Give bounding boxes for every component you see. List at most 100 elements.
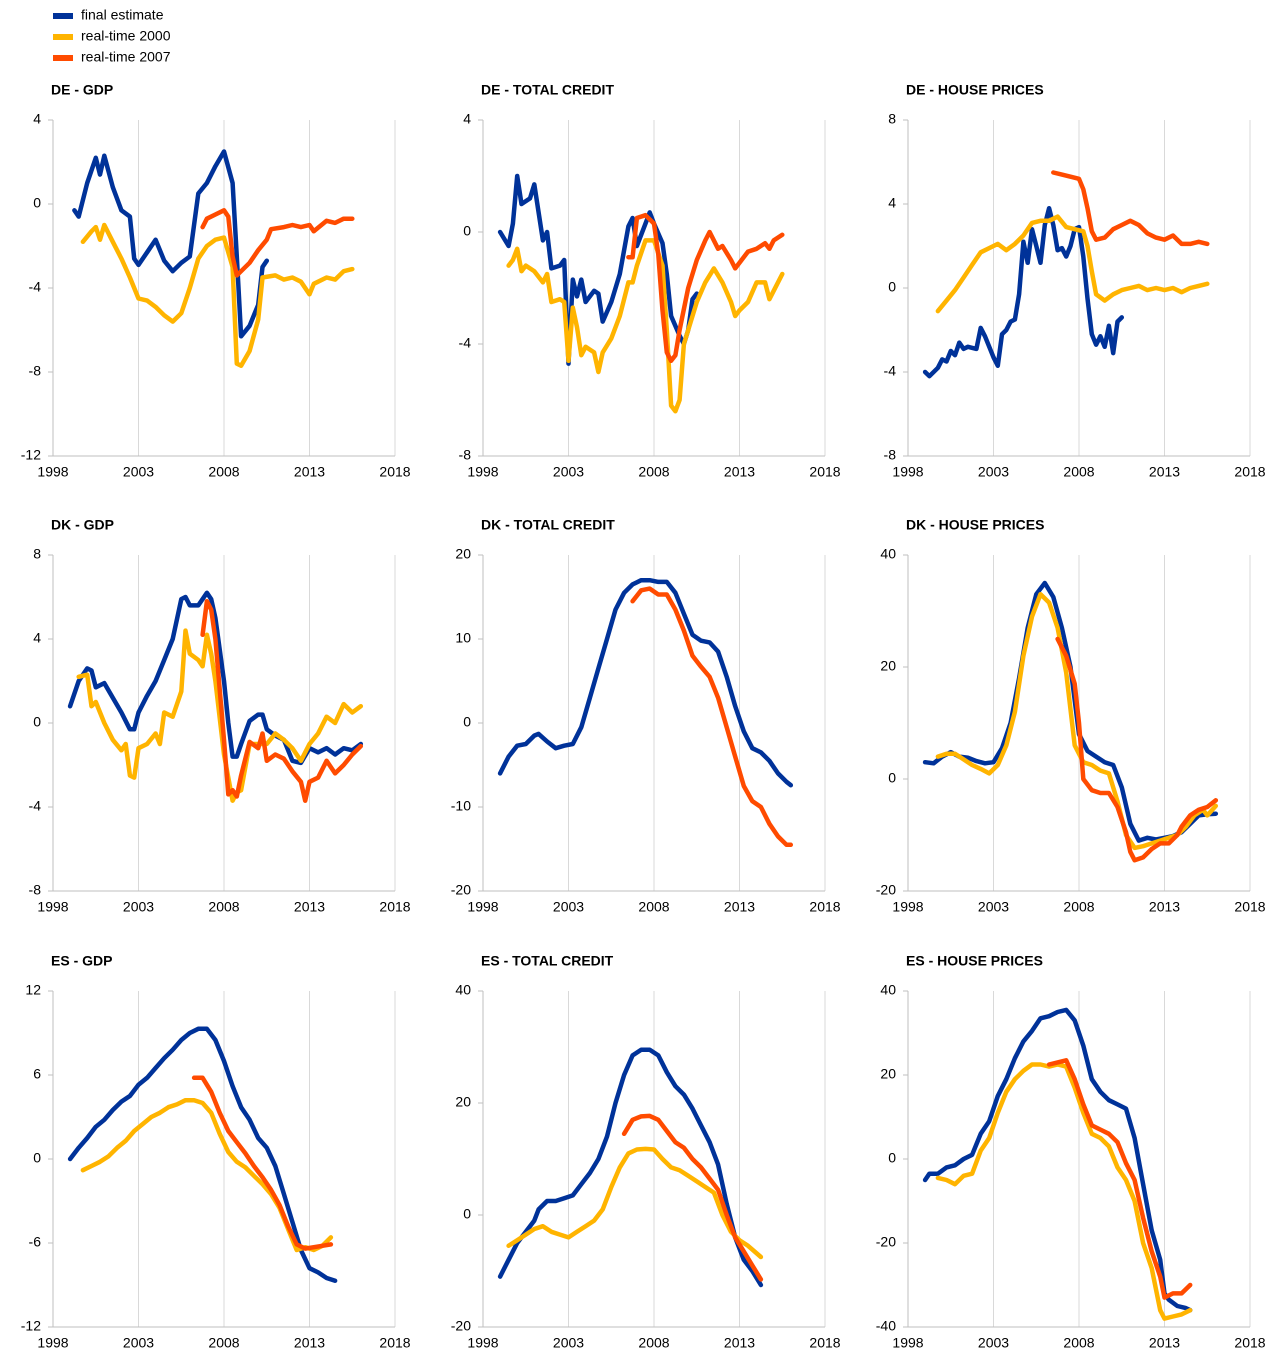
y-tick-label: -40 [876, 1318, 896, 1334]
x-tick-label: 1998 [892, 899, 923, 915]
series-line [626, 212, 785, 364]
chart-title: ES - HOUSE PRICES [906, 953, 1043, 969]
x-tick-label: 2003 [978, 1335, 1009, 1351]
series-line [621, 1113, 764, 1282]
y-tick-label: 0 [33, 714, 41, 730]
series-line [80, 222, 355, 368]
x-tick-label: 1998 [892, 1335, 923, 1351]
legend-label: real-time 2000 [81, 28, 171, 44]
y-tick-label: 10 [455, 630, 471, 646]
y-tick-label: 0 [33, 195, 41, 211]
legend-swatch [53, 34, 73, 40]
x-tick-label: 2013 [1149, 464, 1180, 480]
y-tick-label: -20 [876, 882, 896, 898]
x-tick-label: 2003 [123, 464, 154, 480]
x-tick-label: 2008 [638, 1335, 669, 1351]
x-tick-label: 2013 [294, 1335, 325, 1351]
y-tick-label: 0 [463, 1206, 471, 1222]
y-tick-label: 40 [455, 982, 471, 998]
y-tick-label: 8 [33, 546, 41, 562]
x-tick-label: 2008 [1063, 899, 1094, 915]
series-line [922, 1007, 1193, 1313]
x-tick-label: 2018 [1234, 1335, 1265, 1351]
chart-title: ES - GDP [51, 953, 112, 969]
chart-title: DE - TOTAL CREDIT [481, 82, 614, 98]
x-tick-label: 1998 [37, 464, 68, 480]
y-tick-label: -20 [451, 882, 471, 898]
x-tick-label: 2013 [724, 1335, 755, 1351]
x-tick-label: 1998 [467, 464, 498, 480]
x-tick-label: 2013 [1149, 899, 1180, 915]
panel: ES - HOUSE PRICES 1998 2003 2008 2013 2018 -40… [876, 953, 1266, 1351]
x-tick-label: 2018 [379, 899, 410, 915]
x-tick-label: 1998 [37, 1335, 68, 1351]
x-tick-label: 1998 [467, 899, 498, 915]
y-tick-label: 20 [455, 546, 471, 562]
series-line [506, 238, 785, 414]
x-tick-label: 2003 [123, 899, 154, 915]
y-tick-label: -4 [884, 363, 897, 379]
series-line [506, 1146, 764, 1260]
x-tick-label: 2008 [208, 899, 239, 915]
x-tick-label: 2008 [638, 899, 669, 915]
y-tick-label: 0 [888, 279, 896, 295]
series-line [935, 214, 1210, 314]
series-line [497, 1047, 764, 1288]
y-tick-label: -20 [451, 1318, 471, 1334]
panel: DE - HOUSE PRICES 1998 2003 2008 2013 2018 -8 -… [884, 82, 1266, 480]
y-tick-label: -8 [29, 363, 42, 379]
chart-title: ES - TOTAL CREDIT [481, 953, 614, 969]
x-tick-label: 1998 [467, 1335, 498, 1351]
y-tick-label: 4 [463, 111, 471, 127]
y-tick-label: 6 [33, 1066, 41, 1082]
panel: DE - TOTAL CREDIT 1998 2003 2008 2013 2018 -8 -… [459, 82, 841, 480]
x-tick-label: 2003 [553, 464, 584, 480]
panel: DE - GDP 1998 2003 2008 2013 2018 -12 -8 -4 0 4 [21, 82, 411, 480]
x-tick-label: 2003 [978, 464, 1009, 480]
y-tick-label: -4 [29, 798, 42, 814]
x-tick-label: 2013 [724, 899, 755, 915]
x-tick-label: 2018 [379, 464, 410, 480]
series-line [67, 1026, 338, 1284]
x-tick-label: 2018 [1234, 899, 1265, 915]
x-tick-label: 2013 [1149, 1335, 1180, 1351]
x-tick-label: 2018 [809, 464, 840, 480]
series-line [922, 205, 1125, 379]
y-tick-label: 0 [463, 223, 471, 239]
series-line [76, 628, 364, 803]
y-tick-label: -4 [459, 335, 472, 351]
series-line [630, 586, 794, 848]
y-tick-label: -12 [21, 447, 41, 463]
y-tick-label: 0 [888, 770, 896, 786]
y-tick-label: 20 [455, 1094, 471, 1110]
y-tick-label: -8 [884, 447, 897, 463]
y-tick-label: 0 [463, 714, 471, 730]
chart-title: DK - TOTAL CREDIT [481, 517, 615, 533]
series-line [72, 149, 270, 339]
panel: ES - GDP 1998 2003 2008 2013 2018 -12 -6 0 6 12 [21, 953, 411, 1351]
x-tick-label: 2018 [379, 1335, 410, 1351]
y-tick-label: 0 [33, 1150, 41, 1166]
legend-swatch [53, 13, 73, 19]
x-tick-label: 2008 [638, 464, 669, 480]
series-line [191, 1075, 334, 1251]
x-tick-label: 2013 [294, 464, 325, 480]
y-tick-label: -8 [459, 447, 472, 463]
x-tick-label: 2013 [724, 464, 755, 480]
x-tick-label: 2013 [294, 899, 325, 915]
legend-label: final estimate [81, 7, 164, 23]
x-tick-label: 2018 [1234, 464, 1265, 480]
series-line [497, 173, 700, 366]
chart-title: DK - GDP [51, 517, 114, 533]
panel: DK - HOUSE PRICES 1998 2003 2008 2013 2018 -20… [876, 517, 1266, 915]
x-tick-label: 2003 [978, 899, 1009, 915]
chart-title: DE - HOUSE PRICES [906, 82, 1044, 98]
y-tick-label: 8 [888, 111, 896, 127]
chart-title: DK - HOUSE PRICES [906, 517, 1044, 533]
y-tick-label: -4 [29, 279, 42, 295]
x-tick-label: 2008 [1063, 464, 1094, 480]
x-tick-label: 2003 [123, 1335, 154, 1351]
y-tick-label: 12 [25, 982, 41, 998]
y-tick-label: -10 [451, 798, 471, 814]
